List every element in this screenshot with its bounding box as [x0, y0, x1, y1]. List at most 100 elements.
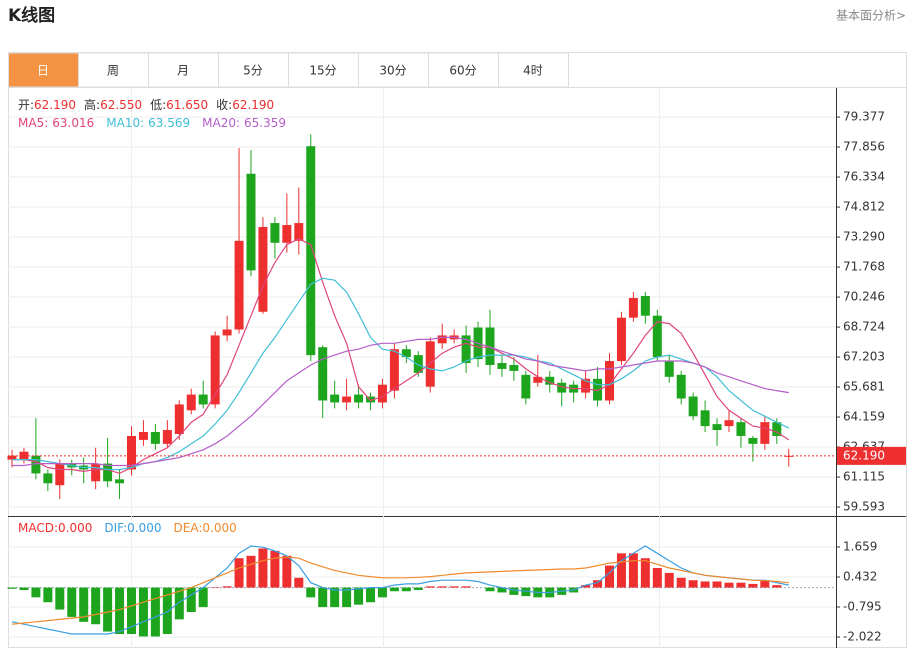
y-tick-label: 79.377	[843, 110, 885, 124]
widget-title: K线图	[8, 5, 55, 26]
tab-label[interactable]: 5分	[243, 64, 263, 78]
macd-bar	[330, 587, 340, 608]
candle-body	[318, 347, 328, 401]
candle-body	[103, 463, 113, 482]
analysis-link[interactable]: 基本面分析>	[836, 9, 906, 23]
candle-body	[342, 396, 352, 403]
macd-bar	[198, 587, 208, 608]
tab[interactable]	[8, 52, 79, 88]
tab-label[interactable]: 4时	[523, 64, 543, 78]
macd-bar	[234, 558, 244, 588]
tab[interactable]	[498, 52, 569, 88]
candle-body	[425, 341, 435, 387]
candle-body	[700, 410, 710, 427]
tab-label[interactable]: 月	[177, 64, 189, 78]
macd-bar	[67, 587, 77, 617]
candle-body	[628, 297, 638, 318]
tab-label[interactable]: 30分	[379, 64, 406, 78]
macd-bar	[354, 587, 364, 605]
y-tick-label: 68.724	[843, 320, 885, 334]
candle-body	[366, 396, 375, 403]
tab[interactable]	[428, 52, 499, 88]
candle-body	[162, 430, 172, 444]
info-value: 62.190	[34, 98, 76, 112]
macd-bar	[437, 586, 447, 588]
candle-body	[31, 455, 41, 474]
macd-bar	[521, 587, 531, 597]
candle-body	[43, 473, 53, 484]
y-tick-label: 77.856	[843, 140, 885, 154]
candle-body	[234, 240, 244, 330]
ohlc-info: 开:62.190 高:62.550 低:61.650 收:62.190	[18, 97, 274, 112]
y-tick-label: 1.659	[843, 540, 877, 554]
candle-body	[222, 329, 232, 336]
candle-body	[593, 378, 603, 401]
info-value: 62.550	[100, 98, 142, 112]
macd-bar	[425, 586, 435, 588]
y-tick-label: -0.795	[843, 600, 882, 614]
y-tick-label: 59.593	[843, 500, 885, 514]
macd-bar	[377, 587, 387, 598]
candle-body	[186, 394, 196, 411]
macd-bar	[449, 586, 459, 588]
macd-bar	[115, 587, 125, 635]
legend-value: 0.000	[202, 521, 236, 535]
legend-name: MA10:	[106, 116, 144, 130]
legend-value: 63.569	[148, 116, 190, 130]
macd-bar	[401, 587, 411, 592]
candle-body	[676, 374, 686, 399]
tab-label[interactable]: 60分	[449, 64, 476, 78]
candle-body	[437, 335, 447, 344]
tab[interactable]	[288, 52, 359, 88]
legend-name: DEA:	[174, 521, 203, 535]
macd-bar	[688, 580, 698, 588]
y-tick-label: -2.022	[843, 630, 882, 644]
y-tick-label: 71.768	[843, 260, 885, 274]
candle-body	[115, 479, 125, 484]
candle-body	[174, 404, 184, 434]
candle-body	[138, 432, 148, 440]
macd-bar	[652, 568, 662, 588]
info-label: 高:	[84, 97, 100, 112]
macd-bar	[318, 587, 328, 608]
ma-legend: MA5: 63.016 MA10: 63.569 MA20: 65.359	[18, 116, 286, 130]
candle-body	[533, 376, 543, 383]
indicator-line	[12, 336, 789, 467]
candle-body	[748, 437, 758, 444]
info-label: 低:	[150, 98, 166, 112]
info-value: 61.650	[166, 98, 208, 112]
macd-bar	[174, 587, 184, 620]
macd-bar	[605, 565, 614, 588]
macd-bar	[581, 585, 591, 588]
candle-body	[377, 384, 387, 403]
y-tick-label: 70.246	[843, 290, 885, 304]
macd-bar	[724, 582, 734, 588]
macd-bar	[222, 586, 232, 588]
macd-bar	[676, 577, 686, 588]
candle-body	[545, 376, 555, 385]
tab-label[interactable]: 15分	[309, 64, 336, 78]
info-label: 收:	[216, 98, 232, 112]
macd-bar	[186, 587, 196, 613]
candle-body	[127, 435, 136, 470]
candle-body	[354, 394, 364, 403]
indicator-line	[12, 238, 790, 475]
tab-label[interactable]: 日	[37, 64, 49, 78]
tab[interactable]	[218, 52, 289, 88]
tab[interactable]	[358, 52, 429, 88]
legend-name: MA20:	[202, 116, 240, 130]
info-label: 开:	[18, 98, 34, 112]
legend-name: DIF:	[104, 521, 127, 535]
y-tick-label: 0.432	[843, 570, 877, 584]
candle-body	[294, 223, 304, 241]
y-tick-label: 61.115	[843, 470, 885, 484]
tab-label[interactable]: 周	[107, 64, 119, 78]
candle-body	[664, 361, 674, 377]
info-value: 62.190	[232, 98, 274, 112]
indicator-line	[11, 556, 789, 625]
macd-bar	[127, 587, 136, 635]
candle-body	[401, 349, 411, 358]
macd-bar	[413, 587, 423, 591]
candle-body	[688, 396, 698, 417]
